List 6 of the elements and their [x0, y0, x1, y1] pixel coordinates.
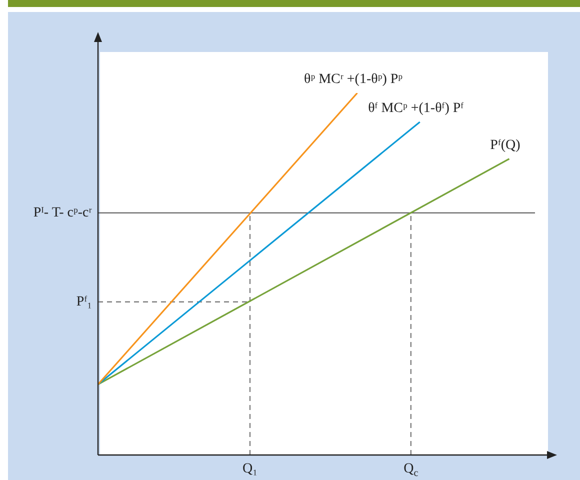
- series-label: θᵖ MCʳ +(1-θᵖ) Pᵖ: [304, 72, 404, 87]
- x-tick-label: Q₁: [242, 462, 258, 477]
- series-label: Pᶠ₁: [76, 294, 92, 310]
- series-label: Pᶠ(Q): [490, 138, 521, 153]
- ref-line-label: Pᴵ- T- cᵖ-cʳ: [33, 205, 92, 220]
- series-label: θᶠ MCᵖ +(1-θᶠ) Pᶠ: [368, 100, 464, 116]
